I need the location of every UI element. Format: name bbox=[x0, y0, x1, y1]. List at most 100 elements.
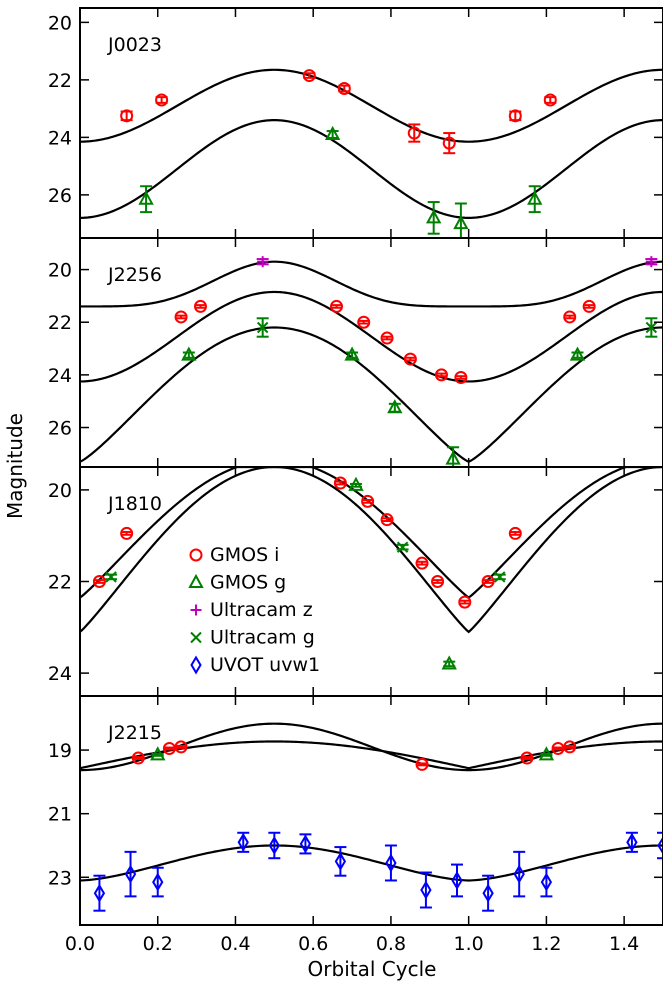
x-axis-title: Orbital Cycle bbox=[308, 957, 437, 981]
model-curve bbox=[80, 844, 663, 882]
panel-frame bbox=[79, 466, 663, 697]
data-point-gmos-i bbox=[431, 575, 445, 588]
error-bar bbox=[194, 304, 207, 309]
error-bar bbox=[458, 599, 471, 605]
data-point-gmos-g bbox=[138, 190, 154, 205]
y-tick-label: 22 bbox=[48, 70, 72, 92]
error-bar bbox=[563, 744, 576, 749]
y-tick-label: 24 bbox=[48, 365, 72, 387]
error-bar bbox=[381, 335, 394, 341]
model-curve bbox=[80, 467, 663, 599]
error-bar bbox=[93, 579, 106, 584]
error-bar bbox=[334, 846, 347, 877]
y-tick-label: 19 bbox=[48, 740, 72, 762]
data-point-uvot-uvw1 bbox=[657, 836, 663, 855]
y-tick-label: 21 bbox=[48, 804, 72, 826]
data-point-gmos-i bbox=[403, 352, 417, 366]
data-point-gmos-i bbox=[582, 299, 596, 313]
x-tick-label: 1.4 bbox=[609, 933, 639, 955]
data-point-gmos-g bbox=[324, 125, 341, 140]
data-point-gmos-i bbox=[543, 93, 557, 107]
error-bar bbox=[140, 185, 153, 214]
data-point-gmos-i bbox=[458, 595, 472, 609]
y-tick-label: 24 bbox=[48, 127, 72, 149]
x-tick-label: 0.4 bbox=[220, 933, 250, 955]
data-point-uvot-uvw1 bbox=[385, 853, 397, 873]
error-bar bbox=[451, 863, 464, 898]
error-bar bbox=[163, 746, 176, 751]
y-tick-label: 20 bbox=[48, 480, 72, 502]
error-bar bbox=[416, 560, 429, 566]
data-point-gmos-i bbox=[434, 368, 448, 382]
data-point-gmos-i bbox=[174, 740, 188, 754]
error-bar bbox=[431, 579, 444, 584]
error-bar bbox=[334, 480, 347, 486]
y-tick-label: 22 bbox=[48, 312, 72, 334]
data-point-gmos-i bbox=[333, 476, 347, 490]
panel-j2215 bbox=[80, 722, 663, 912]
data-point-gmos-i bbox=[415, 556, 429, 570]
data-point-gmos-g bbox=[569, 346, 586, 361]
panel-frame bbox=[79, 7, 663, 239]
data-point-uvot-uvw1 bbox=[451, 871, 463, 890]
model-curve bbox=[80, 119, 663, 219]
legend-label-gmos-g: GMOS g bbox=[210, 572, 286, 594]
panel-label-j0023: J0023 bbox=[107, 34, 162, 56]
error-bar bbox=[132, 756, 145, 760]
data-point-uvot-uvw1 bbox=[299, 834, 312, 854]
error-bar bbox=[513, 850, 526, 898]
error-bar bbox=[454, 375, 467, 380]
panel-label-j2215: J2215 bbox=[107, 722, 162, 744]
error-bar bbox=[330, 304, 343, 309]
error-bar bbox=[357, 319, 370, 325]
data-point-ultracam-z bbox=[645, 256, 657, 268]
legend-marker-ultracam-g bbox=[190, 631, 202, 644]
error-bar bbox=[443, 132, 456, 155]
panel-j1810 bbox=[80, 467, 663, 670]
error-bar bbox=[563, 314, 576, 320]
error-bar bbox=[435, 372, 448, 378]
data-point-uvot-uvw1 bbox=[626, 832, 638, 852]
data-point-ultracam-z bbox=[257, 256, 269, 268]
data-point-ultracam-g bbox=[105, 571, 117, 583]
y-axis-title: Magnitude bbox=[3, 413, 27, 519]
error-bar bbox=[120, 531, 133, 536]
y-tick-label: 20 bbox=[48, 260, 72, 282]
panel-frame bbox=[79, 695, 663, 926]
y-tick-label: 26 bbox=[48, 185, 72, 207]
error-bar bbox=[657, 831, 663, 860]
data-point-uvot-uvw1 bbox=[334, 851, 347, 871]
data-point-gmos-g bbox=[181, 346, 197, 361]
model-curve bbox=[80, 68, 663, 143]
error-bar bbox=[520, 756, 533, 760]
data-point-gmos-i bbox=[380, 331, 394, 345]
legend-label-ultracam-g: Ultracam g bbox=[210, 627, 315, 649]
model-curve bbox=[80, 326, 663, 463]
data-point-uvot-uvw1 bbox=[513, 864, 525, 884]
data-point-uvot-uvw1 bbox=[540, 872, 553, 892]
x-tick-label: 1.2 bbox=[531, 933, 561, 955]
data-point-gmos-g bbox=[453, 215, 469, 230]
legend-label-uvot-uvw1: UVOT uvw1 bbox=[210, 654, 320, 676]
data-point-gmos-i bbox=[454, 371, 468, 385]
data-point-gmos-i bbox=[120, 109, 134, 123]
data-point-gmos-i bbox=[563, 310, 577, 324]
data-point-gmos-i bbox=[302, 69, 316, 83]
legend-label-gmos-i: GMOS i bbox=[210, 544, 279, 566]
data-point-gmos-i bbox=[92, 575, 106, 588]
y-tick-label: 22 bbox=[48, 572, 72, 594]
data-point-gmos-g bbox=[344, 346, 360, 361]
legend: GMOS i GMOS g Ultracam z Ultracam g UVOT uvw… bbox=[188, 544, 320, 676]
data-point-gmos-i bbox=[337, 82, 351, 95]
data-point-gmos-i bbox=[131, 751, 145, 765]
data-point-gmos-i bbox=[330, 299, 344, 313]
data-point-gmos-g bbox=[348, 476, 364, 491]
legend-marker-ultracam-z bbox=[190, 604, 202, 616]
data-point-gmos-i bbox=[407, 126, 421, 140]
data-point-gmos-g bbox=[426, 209, 442, 224]
y-tick-label: 20 bbox=[48, 12, 72, 34]
data-point-gmos-i bbox=[442, 136, 456, 150]
error-bar bbox=[384, 844, 397, 882]
error-bar bbox=[404, 356, 417, 362]
data-point-uvot-uvw1 bbox=[237, 832, 249, 852]
